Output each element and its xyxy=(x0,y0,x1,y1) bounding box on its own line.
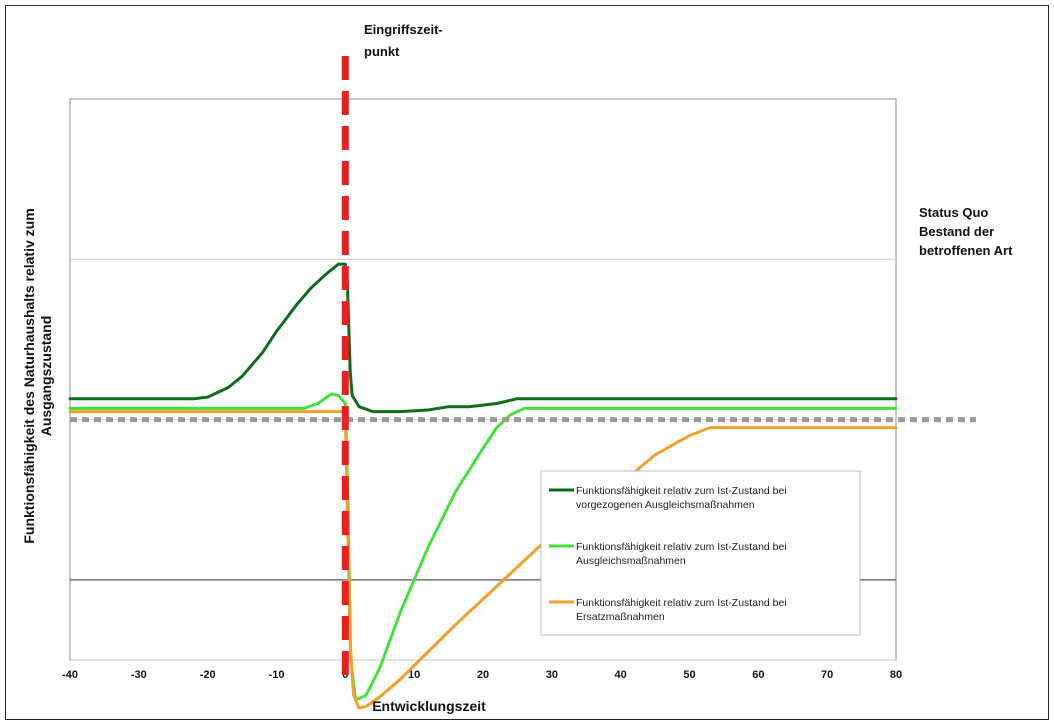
x-tick-label: -20 xyxy=(200,669,216,681)
legend-entry-label: Ersatzmaßnahmen xyxy=(576,611,665,623)
x-tick-label: 40 xyxy=(615,669,627,681)
x-tick-label: 30 xyxy=(546,669,558,681)
x-tick-label: -30 xyxy=(131,669,147,681)
line-chart: -40-30-20-1001020304050607080 Eingriffsz… xyxy=(21,22,1013,714)
legend-entry-label: Ausgleichsmaßnahmen xyxy=(576,555,686,567)
legend-entry-label: Funktionsfähigkeit relativ zum Ist-Zusta… xyxy=(576,597,787,609)
intervention-label: punkt xyxy=(364,44,400,59)
y-axis-label: Funktionsfähigkeit des Naturhaushalts re… xyxy=(21,208,37,543)
x-axis-ticks: -40-30-20-1001020304050607080 xyxy=(62,669,902,681)
x-tick-label: -40 xyxy=(62,669,78,681)
legend-box xyxy=(540,470,861,636)
legend: Funktionsfähigkeit relativ zum Ist-Zusta… xyxy=(540,470,861,636)
x-axis-label: Entwicklungszeit xyxy=(372,698,486,714)
y-axis-label: Ausgangszustand xyxy=(38,316,54,437)
status-quo-label: Bestand der xyxy=(919,224,994,239)
x-tick-label: 10 xyxy=(408,669,420,681)
legend-entry-label: Funktionsfähigkeit relativ zum Ist-Zusta… xyxy=(576,485,787,497)
status-quo-label: Status Quo xyxy=(919,205,988,220)
series-line-1 xyxy=(68,392,898,702)
x-tick-label: -10 xyxy=(269,669,285,681)
x-tick-label: 50 xyxy=(683,669,695,681)
chart-frame: -40-30-20-1001020304050607080 Eingriffsz… xyxy=(5,5,1049,720)
legend-entry-label: vorgezogenen Ausgleichsmaßnahmen xyxy=(576,499,755,511)
x-tick-label: 60 xyxy=(752,669,764,681)
x-tick-label: 80 xyxy=(890,669,902,681)
x-tick-label: 20 xyxy=(477,669,489,681)
intervention-label: Eingriffszeit- xyxy=(364,22,443,37)
status-quo-label: betroffenen Art xyxy=(919,243,1013,258)
x-tick-label: 70 xyxy=(821,669,833,681)
legend-entry-label: Funktionsfähigkeit relativ zum Ist-Zusta… xyxy=(576,541,787,553)
